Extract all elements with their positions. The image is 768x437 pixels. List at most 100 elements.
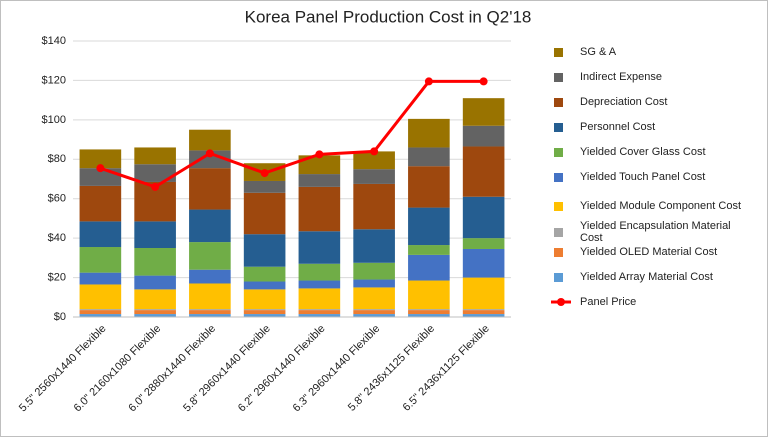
bar-segment bbox=[298, 263, 341, 281]
bar-segment bbox=[462, 277, 505, 310]
bar-segment bbox=[353, 310, 395, 315]
bar-segment bbox=[243, 314, 286, 317]
bar-segment bbox=[243, 192, 286, 235]
bar-segment bbox=[79, 309, 122, 311]
price-point bbox=[205, 149, 214, 158]
price-point bbox=[151, 182, 160, 191]
bar-segment bbox=[134, 310, 176, 315]
price-point bbox=[424, 77, 433, 86]
price-line bbox=[99, 79, 484, 189]
bar-segment bbox=[298, 155, 341, 175]
legend-label: Yielded OLED Material Cost bbox=[580, 246, 718, 258]
bar-segment bbox=[79, 314, 122, 317]
bar-segment bbox=[298, 280, 341, 289]
bar-segment bbox=[189, 209, 231, 243]
bar-segment bbox=[243, 310, 286, 315]
legend-marker bbox=[554, 248, 563, 257]
bar-segment bbox=[134, 164, 176, 182]
bar-segment bbox=[353, 229, 395, 263]
bar-segment bbox=[134, 221, 176, 248]
legend-marker bbox=[557, 298, 565, 306]
bar-segment bbox=[353, 183, 395, 230]
bar-segment bbox=[134, 309, 176, 311]
legend-label: Depreciation Cost bbox=[580, 96, 668, 108]
bar-segment bbox=[408, 310, 450, 315]
bar-segment bbox=[462, 125, 505, 147]
bar-segment bbox=[408, 207, 450, 246]
bar-segment bbox=[408, 166, 450, 208]
bar-segment bbox=[189, 309, 231, 311]
legend-marker bbox=[554, 202, 563, 211]
legend-label: Yielded Touch Panel Cost bbox=[580, 171, 706, 183]
bar-segment bbox=[408, 245, 450, 255]
bar-segment bbox=[134, 275, 176, 290]
legend-label: Personnel Cost bbox=[580, 121, 656, 133]
legend-marker bbox=[554, 48, 563, 57]
y-tick-label: $80 bbox=[48, 153, 66, 165]
bar-segment bbox=[298, 174, 341, 187]
bar-segment bbox=[134, 147, 176, 165]
bar-segment bbox=[298, 186, 341, 232]
bar-segment bbox=[134, 314, 176, 317]
legend-marker bbox=[554, 273, 563, 282]
bar-segment bbox=[462, 248, 505, 278]
legend-label: Yielded Module Component Cost bbox=[580, 200, 742, 212]
bar-segment bbox=[408, 147, 450, 167]
bar-segment bbox=[298, 231, 341, 264]
bar-segment bbox=[408, 118, 450, 148]
bar-segment bbox=[189, 242, 231, 270]
bar-segment bbox=[462, 98, 505, 126]
legend-marker bbox=[554, 73, 563, 82]
bar-segment bbox=[298, 310, 341, 315]
legend-label: Yielded Cover Glass Cost bbox=[580, 146, 706, 158]
bar-segment bbox=[353, 151, 395, 170]
bar-segment bbox=[79, 247, 122, 273]
legend-label: Panel Price bbox=[580, 296, 637, 308]
bar-segment bbox=[134, 248, 176, 276]
legend-label: SG & A bbox=[580, 46, 617, 58]
legend-label: Indirect Expense bbox=[580, 71, 662, 83]
y-tick-label: $20 bbox=[48, 271, 66, 283]
bar-segment bbox=[462, 196, 505, 239]
bar-segment bbox=[462, 238, 505, 249]
bar-segment bbox=[298, 288, 341, 310]
bar-segment bbox=[189, 283, 231, 310]
y-tick-label: $40 bbox=[48, 232, 66, 244]
y-tick-label: $60 bbox=[48, 193, 66, 205]
bar-segment bbox=[462, 146, 505, 197]
bar-segment bbox=[189, 168, 231, 210]
bar-segment bbox=[189, 269, 231, 284]
price-point bbox=[260, 169, 269, 178]
bar-segment bbox=[408, 309, 450, 311]
bar-segment bbox=[353, 169, 395, 184]
bar-segment bbox=[189, 129, 231, 151]
bar-segment bbox=[298, 309, 341, 311]
bar-segment bbox=[353, 262, 395, 280]
bar-segment bbox=[462, 310, 505, 315]
chart-title: Korea Panel Production Cost in Q2'18 bbox=[245, 7, 532, 26]
bar-segment bbox=[79, 185, 122, 222]
bar-segment bbox=[189, 310, 231, 315]
bar-segment bbox=[79, 272, 122, 285]
legend-label: Yielded Array Material Cost bbox=[580, 271, 713, 283]
bar-segment bbox=[79, 310, 122, 315]
bar-segment bbox=[462, 309, 505, 311]
bar-segment bbox=[243, 281, 286, 290]
bar-segment bbox=[298, 314, 341, 317]
bar-segment bbox=[353, 314, 395, 317]
bar-segment bbox=[79, 149, 122, 169]
bar-segment bbox=[243, 289, 286, 310]
legend-marker bbox=[554, 173, 563, 182]
bar-segment bbox=[189, 150, 231, 169]
y-tick-label: $0 bbox=[54, 311, 66, 323]
legend-label: Yielded Encapsulation Material Cost bbox=[580, 220, 731, 244]
legend-marker bbox=[554, 148, 563, 157]
bar-segment bbox=[353, 279, 395, 288]
bar-segment bbox=[243, 234, 286, 267]
bar-segment bbox=[243, 309, 286, 311]
price-point bbox=[315, 150, 324, 159]
bar-segment bbox=[408, 254, 450, 281]
bar-segment bbox=[243, 180, 286, 193]
